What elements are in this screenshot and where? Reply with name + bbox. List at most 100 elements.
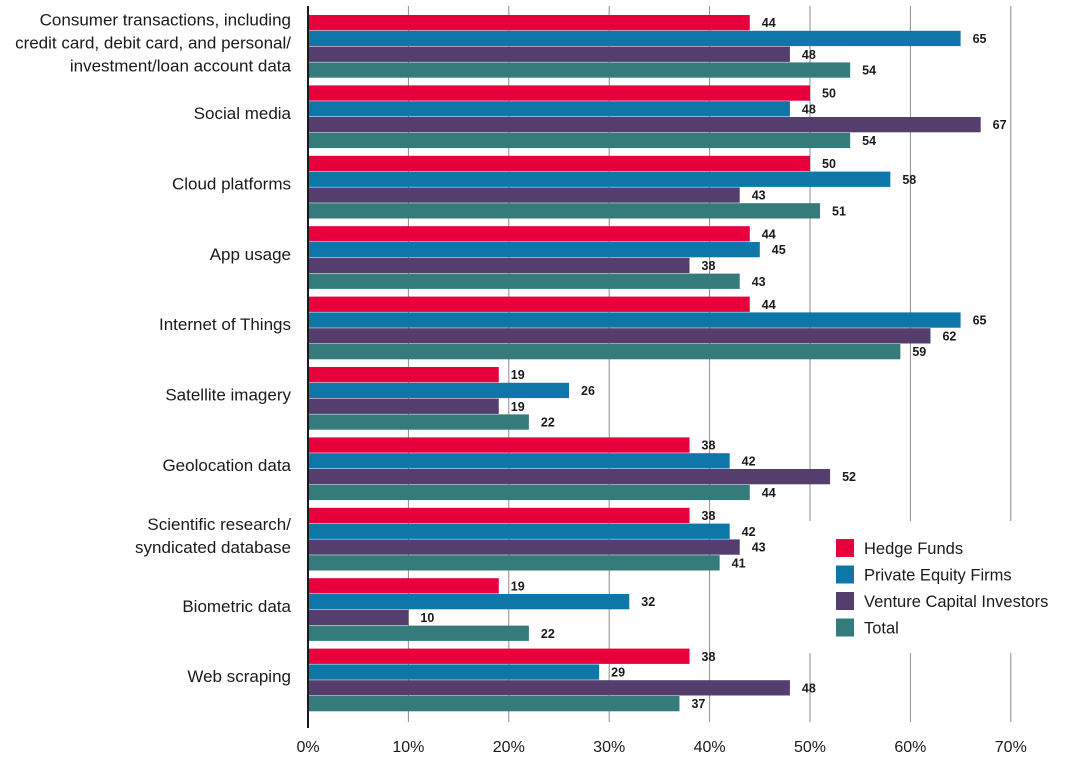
bar	[308, 62, 851, 78]
category-label: Social media	[194, 104, 292, 123]
bar-value-label: 44	[762, 16, 776, 30]
bar	[308, 367, 499, 383]
bar	[308, 469, 831, 485]
legend-label: Total	[864, 620, 899, 638]
bar	[308, 680, 790, 696]
bar	[308, 578, 499, 594]
bar-value-label: 54	[862, 64, 876, 78]
bar-value-label: 51	[832, 204, 846, 218]
x-tick-label: 60%	[894, 739, 926, 756]
bar	[308, 101, 790, 117]
bar	[308, 625, 529, 641]
legend-swatch	[836, 565, 854, 584]
bar-value-label: 44	[762, 298, 776, 312]
category-label: Consumer transactions, including	[40, 11, 291, 30]
category-label: Satellite imagery	[165, 386, 291, 405]
bar	[308, 171, 891, 187]
category-label: Geolocation data	[162, 456, 291, 475]
bar-value-label: 58	[902, 173, 916, 187]
bar	[308, 132, 851, 149]
bar	[308, 664, 600, 680]
x-tick-label: 40%	[694, 739, 726, 756]
x-tick-label: 70%	[995, 739, 1027, 756]
bar	[308, 257, 690, 274]
bar-value-label: 19	[511, 579, 525, 593]
x-tick-label: 20%	[493, 739, 525, 756]
bar-value-label: 43	[752, 541, 766, 555]
bar	[308, 484, 750, 501]
bar-value-label: 44	[762, 486, 776, 500]
bar-value-label: 48	[802, 48, 816, 62]
bar	[308, 15, 750, 31]
bar	[308, 594, 630, 610]
category-label: syndicated database	[135, 538, 291, 557]
bar	[308, 46, 790, 62]
bar-value-label: 48	[802, 681, 816, 695]
bar	[308, 117, 981, 133]
category-label: credit card, debit card, and personal/	[15, 34, 291, 53]
bar-value-label: 50	[822, 87, 836, 101]
bar-value-label: 62	[942, 329, 956, 343]
bar-value-label: 67	[993, 118, 1007, 132]
bar-value-label: 38	[702, 439, 716, 453]
category-label: App usage	[210, 245, 291, 264]
legend: Hedge Funds Private Equity Firms Venture C…	[836, 539, 1048, 638]
x-tick-label: 0%	[296, 739, 319, 756]
bar-value-label: 38	[702, 650, 716, 664]
bar-value-label: 42	[742, 525, 756, 539]
bar-value-label: 38	[702, 509, 716, 523]
x-tick-label: 30%	[593, 739, 625, 756]
bar-value-label: 44	[762, 227, 776, 241]
legend-label: Venture Capital Investors	[864, 593, 1048, 611]
bar-value-label: 45	[772, 243, 786, 257]
bar-value-label: 38	[702, 259, 716, 273]
bar	[308, 523, 730, 539]
bar	[308, 187, 740, 203]
legend-swatch	[836, 592, 854, 610]
bar	[308, 437, 690, 453]
bar	[308, 226, 750, 242]
bar-value-label: 19	[511, 400, 525, 414]
bar-value-label: 29	[611, 666, 625, 680]
bar	[308, 539, 740, 555]
bar-value-label: 59	[912, 345, 926, 359]
bar	[308, 344, 901, 360]
bar	[308, 555, 720, 571]
bar	[308, 328, 931, 344]
value-labels: 44 65 48 54 50 48 67 54 50 58 43 51 44 45 38 43 44 65 62 59…	[420, 16, 1006, 711]
bar-value-label: 10	[420, 611, 434, 625]
bar	[308, 85, 810, 101]
bar-value-label: 42	[742, 454, 756, 468]
bar	[308, 273, 740, 289]
category-label: Cloud platforms	[172, 174, 291, 193]
bar	[308, 414, 529, 430]
category-label: Scientific research/	[147, 515, 291, 534]
bar	[308, 648, 690, 664]
x-tick-label: 10%	[392, 739, 424, 756]
bar-value-label: 48	[802, 102, 816, 116]
bar-value-label: 19	[511, 368, 525, 382]
bar-value-label: 32	[641, 595, 655, 609]
bar	[308, 696, 680, 712]
bar-value-label: 26	[581, 384, 595, 398]
bar-marks	[308, 15, 981, 712]
bar	[308, 155, 810, 172]
bar	[308, 312, 961, 328]
bar	[308, 507, 690, 524]
bar-value-label: 50	[822, 157, 836, 171]
category-label: Web scraping	[187, 667, 291, 686]
bar	[308, 609, 409, 626]
bar-value-label: 65	[973, 314, 987, 328]
legend-swatch	[836, 618, 854, 637]
bar	[308, 453, 730, 469]
legend-swatch	[836, 539, 854, 557]
legend-label: Hedge Funds	[864, 540, 963, 558]
category-labels: Consumer transactions, including credit c…	[15, 11, 291, 687]
category-label: Internet of Things	[159, 315, 291, 334]
x-tick-label: 50%	[794, 739, 826, 756]
bar	[308, 30, 961, 47]
bar	[308, 382, 570, 399]
legend-label: Private Equity Firms	[864, 567, 1012, 585]
bar-value-label: 22	[541, 627, 555, 641]
bar-value-label: 22	[541, 416, 555, 430]
